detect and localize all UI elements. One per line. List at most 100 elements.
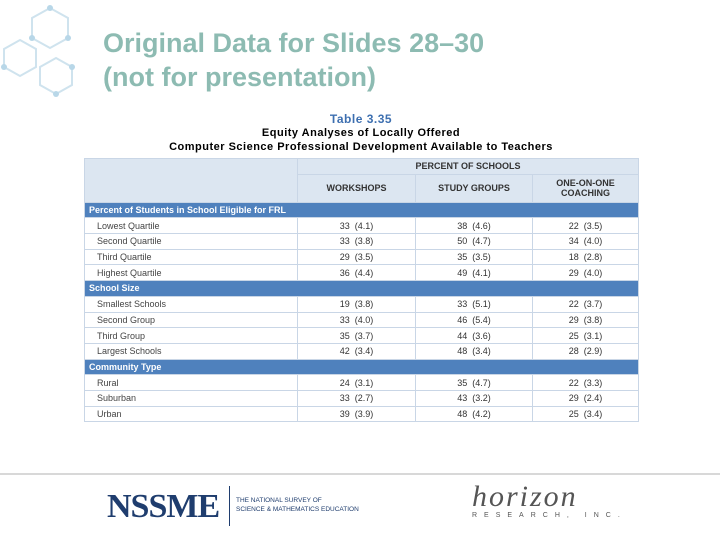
nssme-line: THE NATIONAL SURVEY OF bbox=[236, 497, 322, 504]
table-caption: Table 3.35 Equity Analyses of Locally Of… bbox=[84, 112, 638, 154]
data-cell: 29 (4.0) bbox=[531, 264, 640, 282]
cell-value: 44 bbox=[457, 330, 468, 341]
header-row: PERCENT OF SCHOOLS bbox=[84, 158, 640, 203]
data-row: Second Group 33 (4.0) 46 (5.4) 29 (3.8) bbox=[84, 311, 640, 329]
data-cell: 29 (3.5) bbox=[297, 248, 416, 266]
cell-value: 48 bbox=[457, 408, 468, 419]
nssme-text: THE NATIONAL SURVEY OF SCIENCE & MATHEMA… bbox=[236, 496, 359, 514]
title-line: (not for presentation) bbox=[103, 62, 376, 92]
group-row: Percent of Students in School Eligible f… bbox=[83, 201, 640, 219]
group-label: School Size bbox=[83, 280, 640, 297]
cell-value: 35 bbox=[339, 330, 350, 341]
data-cell: 43 (3.2) bbox=[415, 389, 533, 407]
row-label: Third Quartile bbox=[84, 248, 298, 266]
caption-line: Computer Science Professional Developmen… bbox=[169, 141, 553, 153]
data-cell: 35 (4.7) bbox=[415, 374, 533, 391]
data-cell: 22 (3.7) bbox=[531, 295, 640, 313]
data-cell: 34 (4.0) bbox=[531, 233, 640, 250]
cell-value: 25 bbox=[568, 330, 579, 341]
data-row: Third Quartile 29 (3.5) 35 (3.5) 18 (2.8) bbox=[84, 248, 640, 266]
cell-se: (4.1) bbox=[472, 267, 491, 278]
cell-value: 38 bbox=[457, 220, 468, 231]
data-cell: 25 (3.4) bbox=[531, 405, 640, 423]
data-cell: 39 (3.9) bbox=[297, 405, 416, 423]
cell-se: (4.0) bbox=[583, 236, 603, 247]
row-label: Suburban bbox=[84, 389, 298, 407]
cell-se: (3.5) bbox=[472, 252, 491, 263]
cell-se: (4.0) bbox=[354, 314, 374, 325]
cell-se: (3.1) bbox=[354, 377, 374, 388]
cell-se: (4.6) bbox=[472, 220, 491, 231]
hex-decoration bbox=[1, 5, 75, 97]
cell-se: (3.4) bbox=[583, 408, 603, 419]
data-cell: 33 (4.0) bbox=[297, 311, 416, 329]
cell-value: 34 bbox=[568, 236, 579, 247]
data-row: Largest Schools 42 (3.4) 48 (3.4) 28 (2.9) bbox=[84, 342, 640, 360]
cell-value: 39 bbox=[339, 408, 350, 419]
cell-se: (2.4) bbox=[583, 393, 603, 404]
cell-se: (4.2) bbox=[472, 408, 491, 419]
cell-value: 33 bbox=[339, 220, 350, 231]
column-header: STUDY GROUPS bbox=[415, 173, 533, 203]
cell-se: (3.9) bbox=[354, 408, 374, 419]
cell-se: (4.0) bbox=[583, 267, 603, 278]
data-cell: 28 (2.9) bbox=[531, 342, 640, 360]
cell-se: (4.1) bbox=[354, 220, 374, 231]
cell-value: 18 bbox=[568, 252, 579, 263]
cell-se: (3.5) bbox=[354, 252, 374, 263]
cell-se: (3.4) bbox=[472, 346, 491, 357]
cell-se: (3.7) bbox=[354, 330, 374, 341]
data-cell: 50 (4.7) bbox=[415, 233, 533, 250]
cell-se: (2.7) bbox=[354, 393, 374, 404]
data-cell: 18 (2.8) bbox=[531, 248, 640, 266]
row-label: Urban bbox=[84, 405, 298, 423]
data-cell: 46 (5.4) bbox=[415, 311, 533, 329]
cell-value: 50 bbox=[457, 236, 468, 247]
cell-se: (4.7) bbox=[472, 236, 491, 247]
header-cell bbox=[84, 158, 298, 203]
data-cell: 35 (3.5) bbox=[415, 248, 533, 266]
data-cell: 22 (3.3) bbox=[531, 374, 640, 391]
data-cell: 22 (3.5) bbox=[531, 217, 640, 235]
cell-value: 29 bbox=[568, 393, 579, 404]
title-line: Original Data for Slides 28–30 bbox=[103, 28, 485, 58]
data-row: Second Quartile 33 (3.8) 50 (4.7) 34 (4.0) bbox=[84, 233, 640, 250]
cell-value: 33 bbox=[339, 314, 350, 325]
row-label: Smallest Schools bbox=[84, 295, 298, 313]
cell-se: (5.4) bbox=[472, 314, 491, 325]
cell-value: 33 bbox=[339, 236, 350, 247]
row-label: Rural bbox=[84, 374, 298, 391]
cell-se: (4.7) bbox=[472, 377, 491, 388]
nssme-line: SCIENCE & MATHEMATICS EDUCATION bbox=[236, 506, 359, 513]
data-cell: 33 (4.1) bbox=[297, 217, 416, 235]
cell-se: (3.6) bbox=[472, 330, 491, 341]
data-row: Highest Quartile 36 (4.4) 49 (4.1) 29 (4.0) bbox=[84, 264, 640, 282]
column-header: ONE-ON-ONE COACHING bbox=[531, 173, 640, 203]
data-row: Smallest Schools 19 (3.8) 33 (5.1) 22 (3.7) bbox=[84, 295, 640, 313]
cell-value: 42 bbox=[339, 346, 350, 357]
cell-value: 35 bbox=[457, 377, 468, 388]
cell-se: (3.8) bbox=[354, 299, 374, 310]
cell-se: (3.1) bbox=[583, 330, 603, 341]
cell-se: (2.8) bbox=[583, 252, 603, 263]
cell-value: 25 bbox=[568, 408, 579, 419]
data-cell: 49 (4.1) bbox=[415, 264, 533, 282]
cell-value: 46 bbox=[457, 314, 468, 325]
cell-value: 29 bbox=[339, 252, 350, 263]
cell-se: (3.4) bbox=[354, 346, 374, 357]
data-cell: 42 (3.4) bbox=[297, 342, 416, 360]
horizon-sub: RESEARCH, INC. bbox=[472, 512, 627, 519]
cell-se: (3.8) bbox=[354, 236, 374, 247]
logo-divider bbox=[229, 486, 230, 526]
data-cell: 44 (3.6) bbox=[415, 327, 533, 344]
cell-value: 33 bbox=[339, 393, 350, 404]
data-row: Third Group 35 (3.7) 44 (3.6) 25 (3.1) bbox=[84, 327, 640, 344]
data-row: Urban 39 (3.9) 48 (4.2) 25 (3.4) bbox=[84, 405, 640, 423]
data-row: Rural 24 (3.1) 35 (4.7) 22 (3.3) bbox=[84, 374, 640, 391]
data-cell: 48 (4.2) bbox=[415, 405, 533, 423]
cell-value: 36 bbox=[339, 267, 350, 278]
data-table: PERCENT OF SCHOOLS WORKSHOPS STUDY GROUPS O… bbox=[83, 158, 640, 423]
group-label: Percent of Students in School Eligible f… bbox=[83, 201, 640, 219]
caption-line: Table 3.35 bbox=[329, 112, 393, 126]
row-label: Second Quartile bbox=[84, 233, 298, 250]
